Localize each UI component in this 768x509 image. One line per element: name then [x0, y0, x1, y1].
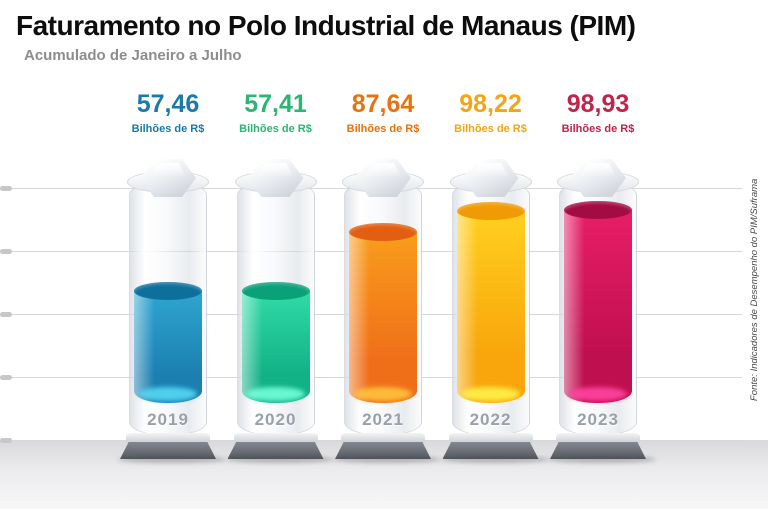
value-label: 98,93 [566, 90, 630, 118]
tube-base [225, 433, 334, 463]
tube-2020: 2020 [225, 159, 334, 464]
liquid-fill [349, 223, 417, 403]
tube-base [118, 433, 226, 463]
unit-label: Bilhões de R$ [454, 123, 527, 135]
tube-2019: 2019 [118, 159, 226, 464]
year-label: 2021 [362, 410, 404, 429]
base-foot [227, 442, 324, 459]
bar-column: 98,22 Bilhões de R$ 2022 [440, 88, 549, 464]
value-label: 98,22 [459, 90, 522, 118]
liquid-surface [349, 223, 417, 241]
unit-label: Bilhões de R$ [239, 123, 312, 135]
base-shadow [548, 456, 656, 463]
glass-tube: 2022 [451, 181, 530, 436]
tube-2023: 2023 [548, 159, 656, 464]
header: Faturamento no Polo Industrial de Manaus… [16, 10, 636, 64]
glass-tube: 2021 [344, 181, 422, 436]
value-label: 57,46 [136, 90, 200, 118]
base-collar [556, 433, 640, 444]
source-note: Fonte: Indicadores de Desempenho do PIM/… [749, 178, 760, 402]
page-subtitle: Acumulado de Janeiro a Julho [24, 47, 242, 64]
liquid-surface [134, 282, 202, 300]
bar-column: 57,46 Bilhões de R$ 2019 [118, 88, 226, 464]
base-shadow [333, 456, 441, 463]
glass-tube: 2019 [129, 181, 207, 436]
page-title: Faturamento no Polo Industrial de Manaus… [16, 10, 636, 41]
tube-cap-icon [355, 159, 411, 197]
liquid-fill [564, 201, 632, 403]
bar-column: 98,93 Bilhões de R$ 2023 [548, 88, 656, 464]
year-label: 2023 [577, 410, 619, 429]
liquid-surface [456, 202, 525, 220]
base-foot [550, 442, 646, 459]
tube-cap-icon [247, 159, 304, 197]
base-foot [335, 442, 431, 459]
bar-column: 57,41 Bilhões de R$ 2020 [225, 88, 334, 464]
base-foot [120, 442, 216, 459]
bar-column: 87,64 Bilhões de R$ 2021 [333, 88, 441, 464]
base-collar [448, 433, 533, 444]
base-collar [341, 433, 425, 444]
tube-2021: 2021 [333, 159, 441, 464]
tube-base [548, 433, 656, 463]
tube-2022: 2022 [440, 159, 549, 464]
liquid-surface [241, 282, 310, 300]
unit-label: Bilhões de R$ [561, 123, 635, 135]
year-label: 2020 [254, 410, 297, 429]
base-collar [233, 433, 318, 444]
tube-cap-icon [462, 159, 519, 197]
base-shadow [118, 456, 226, 463]
year-label: 2022 [469, 410, 512, 429]
base-shadow [440, 456, 549, 463]
tube-base [333, 433, 441, 463]
liquid-fill [241, 282, 310, 403]
tube-base [440, 433, 549, 463]
value-label: 87,64 [351, 90, 415, 118]
liquid-surface [564, 201, 632, 219]
value-label: 57,41 [244, 90, 307, 118]
unit-label: Bilhões de R$ [131, 123, 205, 135]
liquid-fill [134, 282, 202, 403]
base-shadow [225, 456, 334, 463]
glass-tube: 2023 [559, 181, 637, 436]
base-collar [126, 433, 210, 444]
unit-label: Bilhões de R$ [346, 123, 420, 135]
year-label: 2019 [147, 410, 189, 429]
base-foot [442, 442, 539, 459]
glass-tube: 2020 [236, 181, 315, 436]
liquid-fill [456, 202, 525, 403]
chart-columns: 57,46 Bilhões de R$ 2019 57,41 [118, 88, 656, 464]
